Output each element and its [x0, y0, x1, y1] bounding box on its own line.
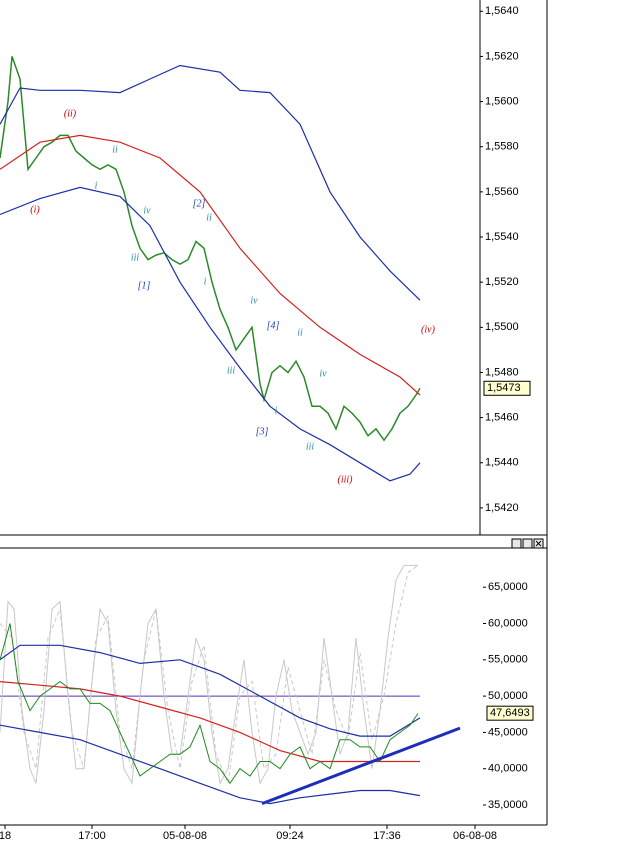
series-line	[0, 134, 421, 396]
last-value-label: 1,5473	[487, 382, 521, 394]
series-line	[261, 726, 461, 806]
wave-label: iii	[227, 365, 236, 376]
series-line	[0, 56, 421, 442]
wave-label: iii	[131, 252, 140, 263]
y-tick-label: 1,5440	[485, 457, 519, 469]
x-tick-label: 06-08-08	[453, 830, 497, 842]
y-tick-label: 1,5500	[485, 321, 519, 333]
y-tick-label: 45,0000	[488, 726, 528, 738]
y-tick-label: 40,0000	[488, 763, 528, 775]
y-tick-label: 1,5520	[485, 276, 519, 288]
wave-label: (i)	[30, 204, 40, 215]
series-line	[0, 644, 421, 737]
wave-label: [4]	[267, 320, 280, 331]
wave-label: iv	[319, 368, 327, 379]
wave-label: (ii)	[64, 108, 77, 119]
last-value-box	[483, 380, 531, 396]
wave-label: [1]	[138, 280, 151, 291]
wave-label: [3]	[256, 426, 269, 437]
x-tick-label: 17:00	[78, 830, 106, 842]
y-tick-label: 35,0000	[488, 799, 528, 811]
y-tick-label: 65,0000	[488, 581, 528, 593]
wave-label: [2]	[193, 198, 206, 209]
y-tick-label: 1,5620	[485, 50, 519, 62]
y-tick-label: 55,0000	[488, 654, 528, 666]
wave-label: i	[204, 276, 207, 287]
y-tick-label: 1,5540	[485, 231, 519, 243]
close-icon	[535, 540, 542, 547]
series-line	[0, 623, 419, 785]
wave-label: iv	[143, 205, 151, 216]
x-tick-label: 17:36	[373, 830, 401, 842]
wave-label: (iv)	[421, 324, 436, 335]
x-tick-label: 18	[0, 830, 11, 842]
wave-label: ii	[112, 144, 118, 155]
series-line	[0, 186, 421, 482]
wave-label: i	[95, 180, 98, 191]
y-tick-label: 1,5420	[485, 502, 519, 514]
y-tick-label: 1,5600	[485, 95, 519, 107]
wave-label: ii	[297, 327, 303, 338]
series-line	[0, 724, 421, 805]
series-line	[0, 681, 420, 763]
y-tick-label: 1,5560	[485, 186, 519, 198]
x-tick-label: 05-08-08	[163, 830, 207, 842]
y-tick-label: 1,5480	[485, 366, 519, 378]
series-line	[0, 564, 419, 786]
y-tick-label: 60,0000	[488, 617, 528, 629]
maximize-button[interactable]	[522, 538, 533, 549]
y-tick-label: 1,5460	[485, 412, 519, 424]
wave-label: iv	[250, 295, 258, 306]
window-buttons[interactable]	[511, 538, 544, 549]
last-value-box	[486, 705, 534, 721]
series-line	[0, 64, 421, 301]
wave-label: (iii)	[338, 474, 354, 485]
wave-label: ii	[206, 212, 212, 223]
last-value-label: 47,6493	[490, 707, 530, 719]
wave-label: iii	[306, 441, 315, 452]
wave-label: i	[275, 405, 278, 416]
y-tick-label: 1,5580	[485, 141, 519, 153]
minimize-button[interactable]	[511, 538, 522, 549]
y-tick-label: 1,5640	[485, 5, 519, 17]
y-tick-label: 50,0000	[488, 690, 528, 702]
x-tick-label: 09:24	[276, 830, 304, 842]
